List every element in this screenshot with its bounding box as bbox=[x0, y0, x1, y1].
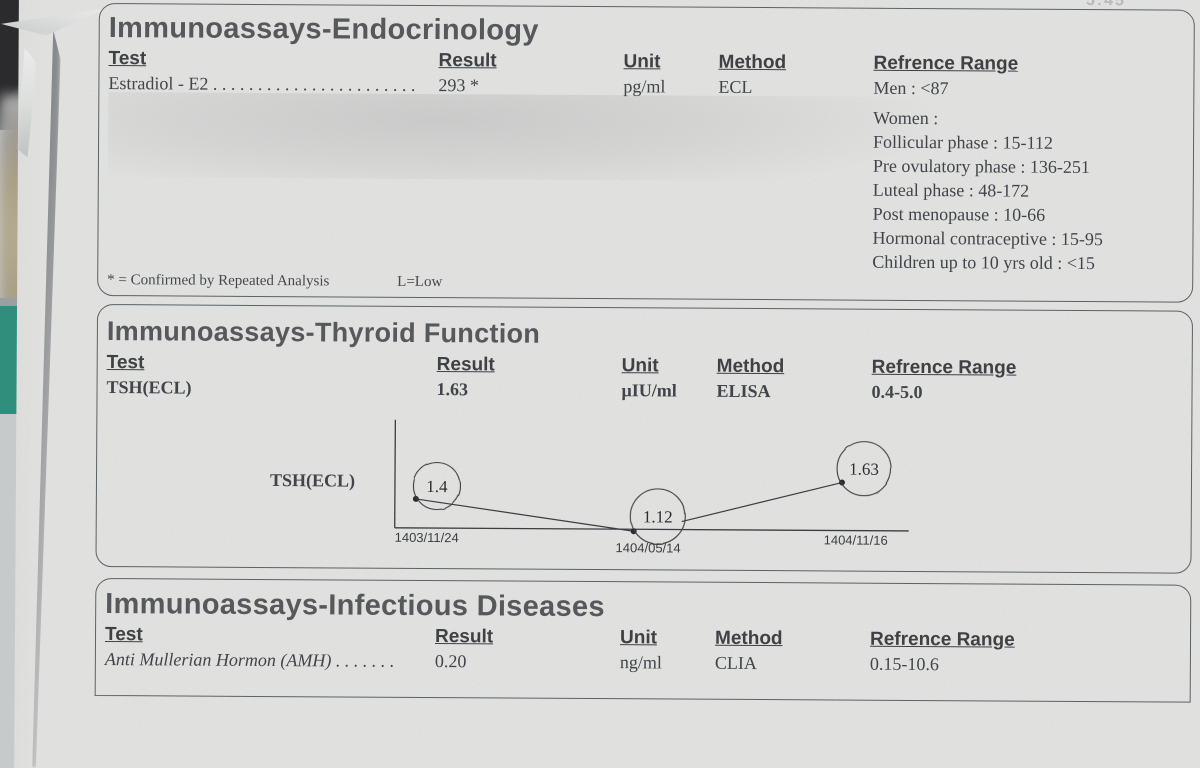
svg-text:1403/11/24: 1403/11/24 bbox=[395, 530, 459, 545]
svg-text:1.12: 1.12 bbox=[643, 507, 673, 526]
svg-text:1404/11/16: 1404/11/16 bbox=[824, 532, 888, 547]
svg-text:1404/05/14: 1404/05/14 bbox=[616, 540, 681, 555]
svg-text:1.63: 1.63 bbox=[849, 460, 879, 479]
svg-text:1.4: 1.4 bbox=[426, 477, 448, 496]
